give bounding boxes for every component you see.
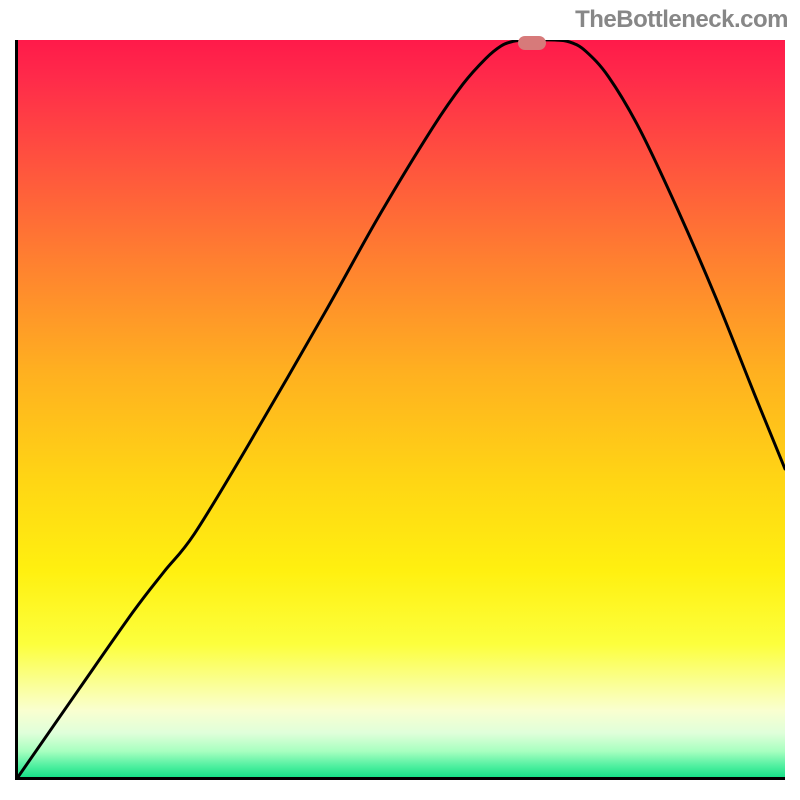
bottleneck-curve [18, 40, 785, 777]
chart-plot-area [15, 40, 785, 780]
watermark-text: TheBottleneck.com [575, 6, 788, 34]
optimal-point-marker [518, 36, 546, 50]
